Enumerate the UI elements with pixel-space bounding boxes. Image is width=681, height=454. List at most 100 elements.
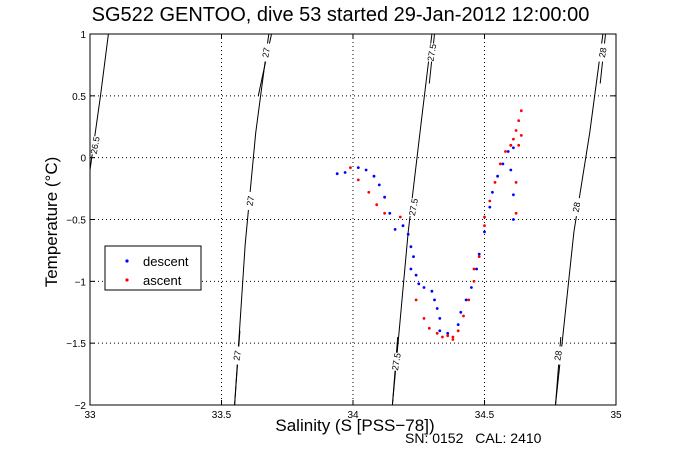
descent-point (475, 267, 478, 271)
ascent-point (456, 329, 460, 333)
descent-point (417, 282, 421, 286)
density-contour-line (391, 33, 433, 406)
descent-point (335, 172, 339, 176)
legend-descent-label: descent (143, 254, 189, 269)
descent-point (430, 289, 434, 293)
descent-point (512, 146, 515, 150)
contour-label-background (391, 352, 402, 371)
ascent-point (367, 190, 371, 194)
ascent-point (414, 298, 418, 302)
y-tick-label: −0.5 (66, 216, 86, 227)
ascent-point (477, 255, 481, 258)
ascent-point (483, 224, 486, 228)
descent-point (488, 205, 492, 209)
descent-point (409, 267, 413, 271)
y-tick-label: 0 (80, 154, 86, 165)
x-tick-label: 34 (347, 410, 359, 421)
descent-point (438, 329, 442, 333)
ascent-point (512, 137, 515, 141)
ascent-point (519, 109, 523, 113)
descent-point (446, 331, 450, 335)
ascent-point (422, 317, 426, 320)
density-contour-line (234, 330, 241, 406)
ascent-point (427, 326, 431, 330)
instrument-footer: SN: 0152 CAL: 2410 (405, 430, 549, 446)
chart-title: SG522 GENTOO, dive 53 started 29-Jan-201… (91, 4, 590, 26)
descent-point (343, 171, 347, 174)
contour-label-background (408, 198, 419, 217)
ascent-point (504, 150, 507, 153)
descent-point (377, 183, 381, 187)
contour-label-background (245, 191, 256, 210)
descent-point (435, 307, 439, 310)
descent-point (406, 232, 410, 236)
contour-label: 28 (552, 350, 564, 362)
ascent-point (451, 338, 455, 341)
y-tick-label: −1 (75, 277, 87, 288)
ascent-point (462, 314, 465, 318)
ascent-point (514, 211, 518, 215)
descent-point (401, 224, 405, 228)
ascent-point (509, 143, 513, 147)
ascent-point (517, 119, 521, 122)
density-contour-line (234, 33, 270, 406)
y-tick-label: 1 (80, 30, 86, 41)
grid-lines (90, 34, 616, 405)
ascent-point (519, 134, 523, 137)
ascent-point (472, 279, 476, 283)
x-tick-label: 33.5 (212, 410, 232, 421)
contour-label: 27.5 (407, 198, 420, 217)
descent-point (372, 174, 376, 178)
descent-point (464, 298, 468, 302)
descent-point (438, 317, 442, 320)
descent-point (470, 286, 473, 289)
contour-label-background (261, 43, 272, 62)
contour-label: 27.5 (390, 352, 403, 371)
x-tick-label: 33 (84, 410, 96, 421)
descent-point (409, 245, 413, 249)
descent-point (477, 252, 481, 256)
contour-label: 27 (231, 350, 243, 362)
contour-label-background (597, 43, 608, 62)
density-contour-line (257, 33, 272, 96)
contour-label-background (426, 43, 437, 62)
descent-point (433, 298, 436, 302)
ascent-point (349, 166, 352, 170)
y-tick-label: −2 (75, 401, 87, 412)
ascent-point (451, 335, 455, 339)
contour-label-background (90, 136, 101, 155)
ascent-point (435, 331, 439, 335)
ascent-point (514, 129, 518, 132)
descent-point (414, 273, 418, 277)
descent-point (509, 168, 513, 172)
x-axis-ticks: 33 33.5 34 34.5 35 (84, 34, 622, 421)
descent-point (393, 228, 397, 231)
descent-point (491, 190, 494, 194)
legend-ascent-label: ascent (143, 273, 182, 288)
descent-point (388, 211, 392, 215)
contour-label-background (571, 198, 582, 217)
legend-descent-marker (125, 259, 129, 263)
legend-ascent-marker (125, 278, 129, 282)
ascent-point (493, 181, 497, 184)
descent-point (512, 193, 515, 197)
descent-point (412, 255, 415, 258)
density-contour-line (391, 336, 399, 406)
density-contours: 26.5 27 27 27 27.5 27.5 27.5 28 28 28 (89, 33, 609, 406)
serial-number: SN: 0152 (405, 430, 464, 446)
ascent-point (375, 203, 379, 207)
descent-point (459, 310, 463, 314)
legend: descent ascent (104, 245, 202, 291)
contour-label: 28 (571, 201, 583, 213)
ascent-point (383, 211, 386, 215)
ascent-point (467, 298, 471, 302)
ascent-point (472, 267, 476, 271)
y-tick-label: −1.5 (66, 339, 86, 350)
calibration: CAL: 2410 (475, 430, 542, 446)
ascent-point (514, 181, 518, 184)
descent-point (356, 166, 360, 170)
contour-label: 26.5 (89, 136, 102, 155)
contour-label: 28 (597, 47, 609, 59)
descent-point (496, 174, 499, 178)
plot-frame (89, 33, 617, 406)
